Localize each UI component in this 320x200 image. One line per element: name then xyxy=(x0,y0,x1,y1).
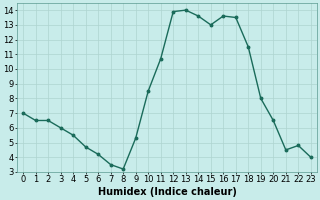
X-axis label: Humidex (Indice chaleur): Humidex (Indice chaleur) xyxy=(98,187,236,197)
